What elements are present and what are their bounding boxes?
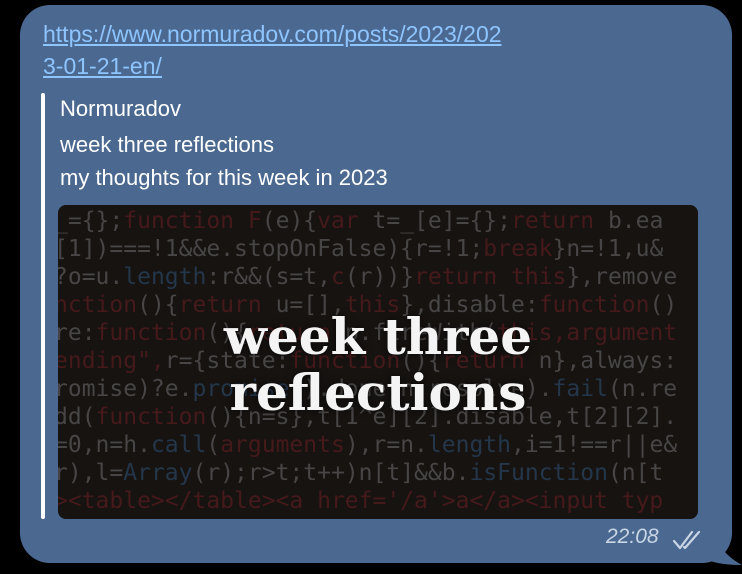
- preview-site-name: Normuradov: [60, 96, 182, 121]
- code-background-line: r),l=Array(r);r>t;t++)n[t]&&b.isFunction…: [58, 460, 664, 486]
- code-background-line: romise)?e.promise().done(n.resolve).fail…: [58, 376, 678, 402]
- image-caption: week three reflections: [58, 309, 698, 421]
- code-background-line: re:function(){return p.fireWith(this,arg…: [58, 320, 678, 346]
- bubble-tail: [700, 520, 742, 565]
- image-caption-line-2: reflections: [229, 363, 527, 422]
- preview-image[interactable]: _={};function F(e){var t=_[e]={};return …: [58, 205, 698, 519]
- preview-title: week three reflections: [60, 132, 274, 157]
- code-background-line: ?o=u.length:r&&(s=t,c(r))}return this},r…: [58, 264, 678, 290]
- image-overlay: [58, 205, 698, 519]
- link-preview-accent-bar: [41, 93, 45, 519]
- code-background-line: [1])===!1&&e.stopOnFalse){r=!1;break}n=!…: [58, 236, 664, 262]
- message-link[interactable]: https://www.normuradov.com/posts/2023/20…: [43, 21, 502, 79]
- code-background-line: =0,n=h.call(arguments),r=n.length,i=1!==…: [58, 432, 678, 458]
- image-caption-line-1: week three: [223, 307, 533, 366]
- code-background-line: ending",r={state:function(){return n},al…: [58, 348, 678, 374]
- code-background-line: nction(){return u=[],this},disable:funct…: [58, 292, 678, 318]
- code-background-line: dd(function(){n=s},t[1^e][2].disable,t[2…: [58, 404, 678, 430]
- code-background-line: ><table></table><a href='/a'>a</a><input…: [58, 488, 664, 514]
- code-background-line: _={};function F(e){var t=_[e]={};return …: [58, 208, 664, 234]
- preview-description: my thoughts for this week in 2023: [60, 165, 388, 190]
- double-check-icon: [672, 530, 701, 550]
- message-time: 22:08: [606, 525, 659, 548]
